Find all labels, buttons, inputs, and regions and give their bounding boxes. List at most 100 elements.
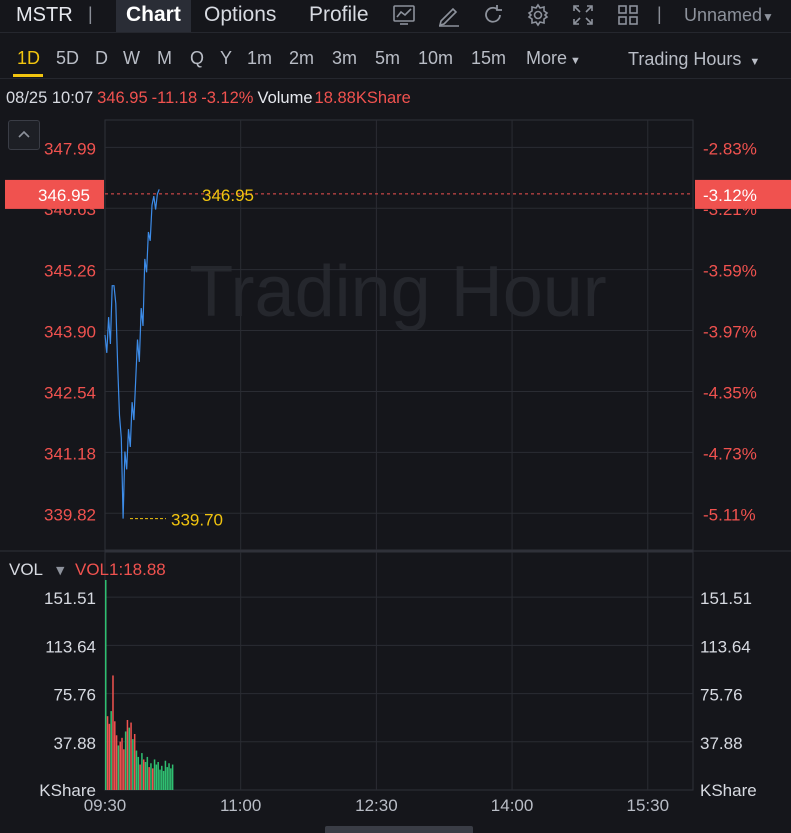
volume-bar [114,721,116,790]
current-price-tag [5,179,104,209]
quote-change-pct: -3.12% [201,89,254,107]
vol-indicator-label: VOL [9,560,43,579]
quote-change: -11.18 [151,89,198,107]
price-axis-label: 345.26 [44,262,96,281]
period-selector: 1D 5D D W M Q Y 1m 2m 3m 5m 10m 15m More… [0,40,791,79]
period-m[interactable]: M [157,48,172,68]
volume-bar [144,762,147,790]
settings-gear-icon[interactable] [525,2,551,28]
x-tick-label: 15:30 [626,796,669,815]
volume-axis-label-right: 151.51 [700,589,752,608]
current-pct-tag [695,179,791,209]
volume-bar [124,731,127,790]
layout-name-dropdown[interactable]: Unnamed▼ [684,5,774,26]
period-1d[interactable]: 1D [17,48,41,68]
volume-axis-label: 37.88 [53,734,96,753]
top-toolbar: MSTR | Chart Options Profile | Unnamed▼ [0,0,791,33]
refresh-icon[interactable] [480,2,506,28]
x-tick-label: 12:30 [355,796,398,815]
volume-bar [168,763,170,790]
period-3m[interactable]: 3m [332,48,358,68]
volume-bar [157,762,159,790]
volume-bar [115,735,118,790]
current-price-tag-text: 346.95 [38,186,90,205]
volume-label: Volume [257,89,313,107]
volume-bar [112,675,114,790]
caret-down-icon: ▼ [762,10,774,24]
volume-bar [161,765,163,790]
collapse-panel-button[interactable] [8,120,40,150]
period-10m[interactable]: 10m [418,48,454,68]
price-panel-frame [104,119,694,551]
volume-bar [153,759,156,790]
volume-bar [117,745,120,790]
volume-axis-label: 75.76 [53,686,96,705]
price-axis-label: 343.90 [44,323,96,342]
draw-pen-icon[interactable] [436,2,462,28]
volume-bar [137,756,140,790]
session-dropdown[interactable]: Trading Hours ▼ [628,49,760,70]
period-5d[interactable]: 5D [56,48,80,68]
volume-bar [105,580,107,790]
volume-bar [108,723,111,790]
volume-bar [106,716,109,790]
volume-bar [142,759,145,790]
x-tick-label: 11:00 [220,796,261,815]
volume-bar [139,764,141,790]
volume-bar [132,739,134,790]
pct-axis-label: -4.35% [703,383,757,402]
caret-down-icon: ▼ [749,56,761,68]
volume-value: 18.88KShare [314,89,411,107]
price-axis-label: 347.99 [44,139,96,158]
pct-axis-label: -2.83% [703,139,757,158]
tab-chart[interactable]: Chart [116,0,191,32]
period-d[interactable]: D [95,48,108,68]
period-5m[interactable]: 5m [375,48,401,68]
price-axis-label: 341.18 [44,444,96,463]
volume-axis-label: 151.51 [44,589,96,608]
vol-indicator-value: VOL1:18.88 [75,560,166,579]
caret-down-icon: ▼ [56,564,65,577]
pct-axis-label: -4.73% [703,444,757,463]
toolbar-separator-2: | [657,4,662,24]
volume-bar [170,768,172,790]
volume-axis-label-right: 113.64 [700,637,751,656]
active-period-indicator [13,74,43,77]
volume-bar [133,734,136,790]
period-1m[interactable]: 1m [247,48,273,68]
symbol-label[interactable]: MSTR [16,4,73,26]
volume-bar [135,750,138,790]
period-15m[interactable]: 15m [471,48,507,68]
volume-bar [148,767,150,790]
period-y[interactable]: Y [220,48,233,68]
volume-bar [155,764,158,790]
volume-bar [146,756,149,790]
volume-unit-label: KShare [39,781,96,800]
pct-axis-label: -5.11% [703,505,756,524]
line-chart-icon[interactable] [391,2,417,28]
resize-handle[interactable] [325,826,473,833]
grid-layout-icon[interactable] [615,2,641,28]
watermark-text: Trading Hour [189,252,607,332]
volume-bar [150,763,152,790]
period-2m[interactable]: 2m [289,48,315,68]
volume-bar [166,767,168,790]
toolbar-separator: | [88,4,93,24]
high-price-label: 346.95 [202,186,254,205]
price-axis-label: 339.82 [44,505,96,524]
quote-price: 346.95 [97,89,148,107]
pct-axis-label: -3.59% [703,262,757,281]
period-w[interactable]: W [123,48,140,68]
volume-bar [162,770,165,790]
fullscreen-icon[interactable] [570,2,596,28]
price-volume-chart[interactable]: 09:30 11:00 12:30 14:00 15:30 Trading Hour 347… [0,118,791,833]
period-more-dropdown[interactable]: More ▼ [526,48,581,69]
volume-axis-label: 113.64 [45,637,96,656]
tab-options[interactable]: Options [204,3,277,26]
tab-profile[interactable]: Profile [309,3,369,26]
volume-bar [119,741,121,790]
volume-unit-label-right: KShare [700,781,757,800]
period-more-label: More [526,48,568,68]
period-q[interactable]: Q [190,48,205,68]
current-pct-tag-text: -3.12% [703,186,757,205]
